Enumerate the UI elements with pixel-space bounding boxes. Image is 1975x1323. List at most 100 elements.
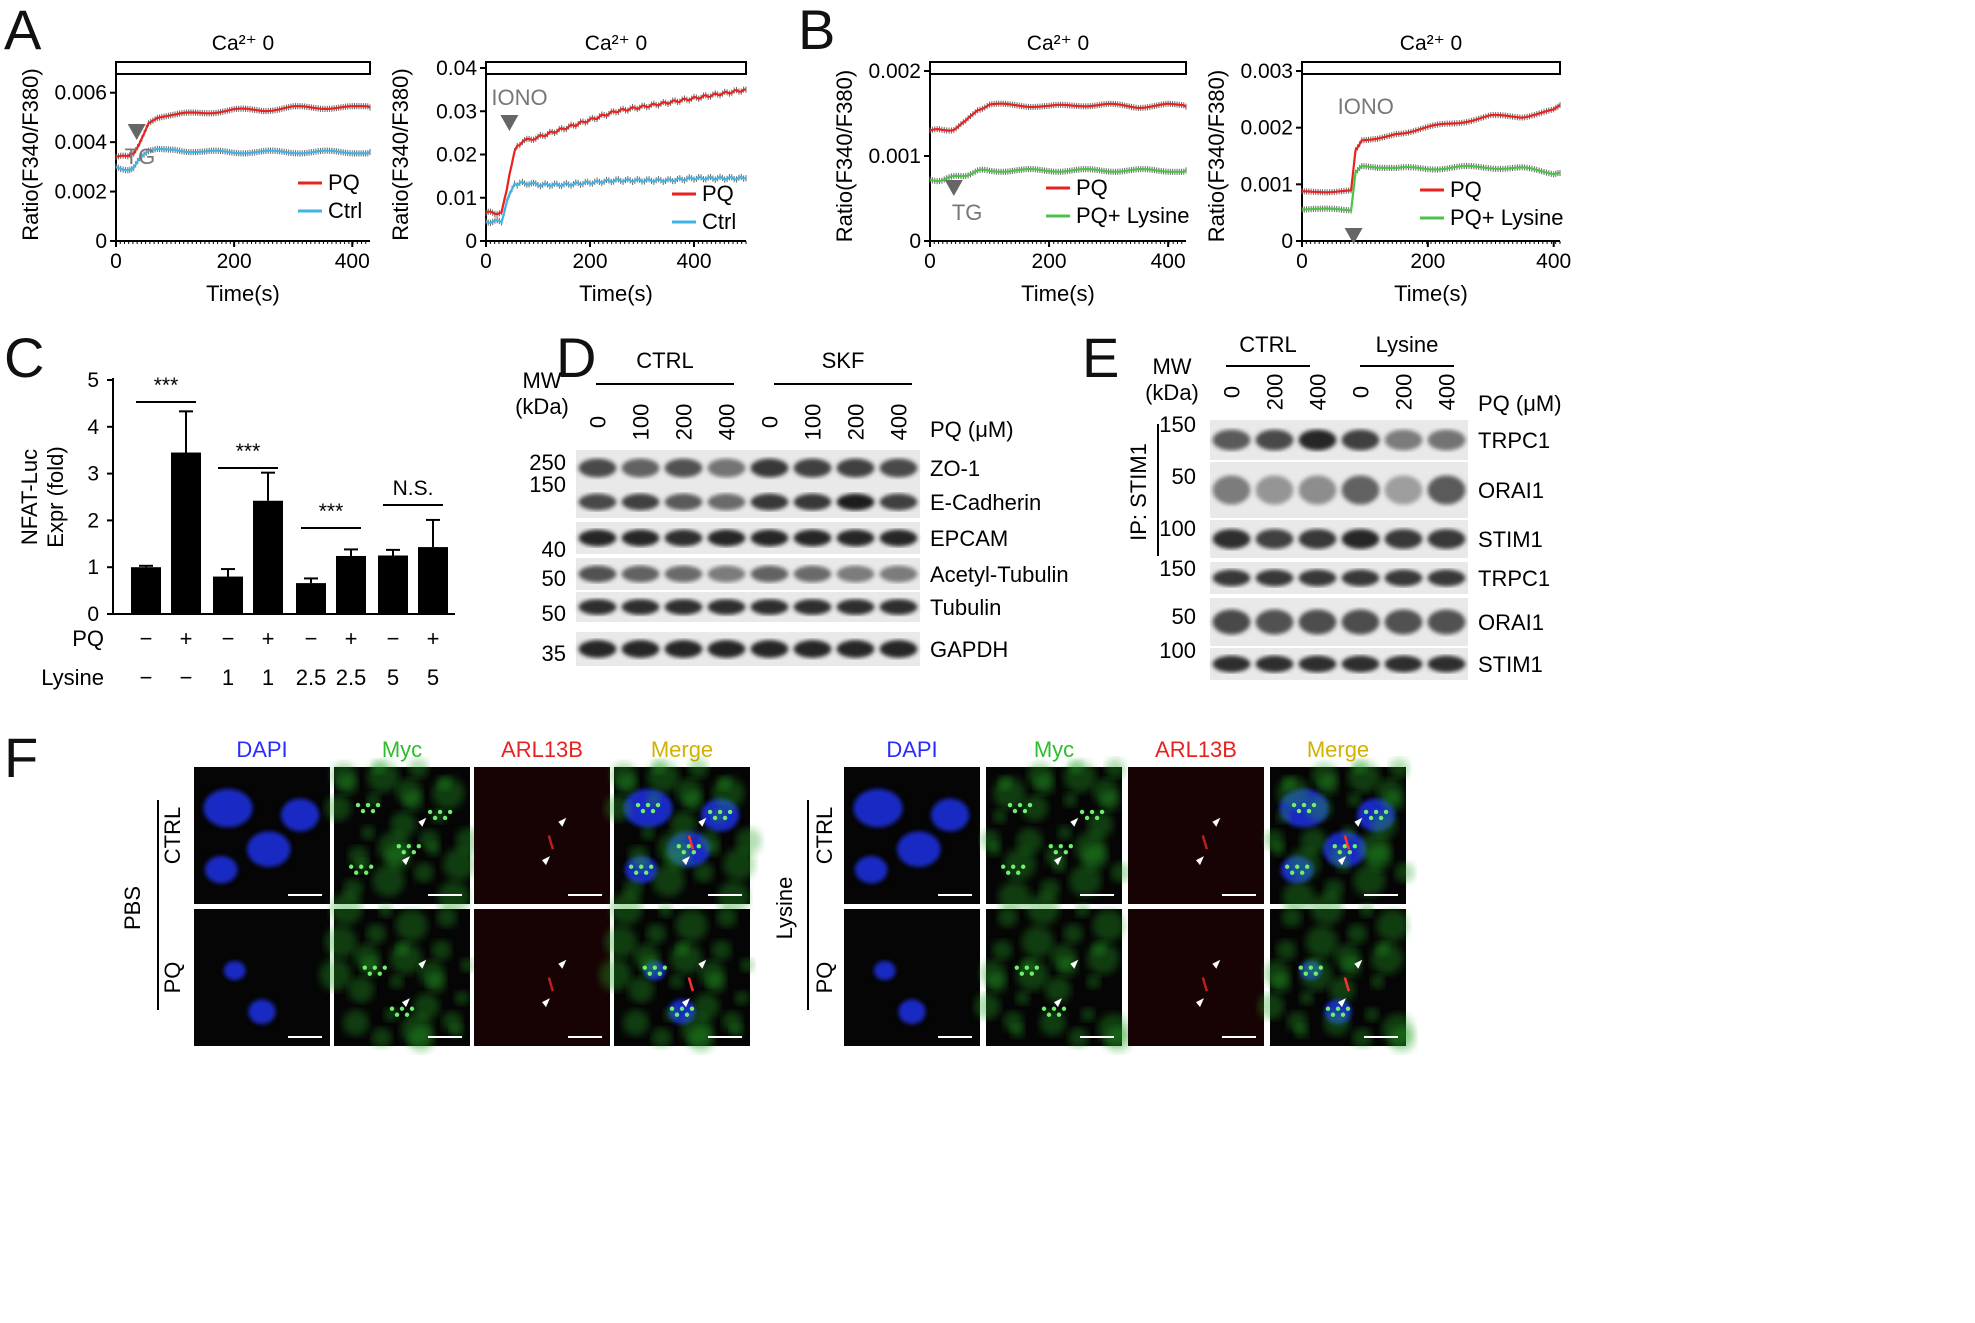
nuclear-speckle: [354, 870, 359, 875]
cytoplasm-signal: [1288, 848, 1320, 881]
arrowhead: [1338, 998, 1346, 1008]
cytoplasm-signal: [1352, 1027, 1373, 1048]
nuclear-speckle: [674, 1012, 680, 1017]
y-tick-label: 0.004: [54, 131, 107, 154]
nuclear-speckle: [640, 808, 646, 814]
blot-band: [578, 640, 617, 658]
nuclear-speckle: [1295, 864, 1300, 869]
nuclear-speckle: [432, 815, 438, 821]
blot-band: [1384, 529, 1423, 549]
nuclear-speckle: [1014, 965, 1019, 970]
legend-label: PQ+ Lysine: [1076, 203, 1190, 228]
blot-band: [1298, 569, 1337, 587]
stimulus-arrow: [944, 180, 963, 196]
nuclear-speckle: [1318, 965, 1324, 970]
cytoplasm-signal: [342, 1009, 369, 1036]
micro-tile-lysine-0-0: [844, 767, 980, 904]
arrowhead: [402, 856, 410, 866]
bar: [296, 583, 326, 614]
nuclear-speckle: [406, 844, 411, 849]
blot-band: [707, 493, 746, 511]
bar: [378, 555, 408, 614]
mw-value: 50: [1172, 604, 1196, 629]
nuclear-speckle: [669, 1006, 675, 1011]
cytoplasm-signal: [1305, 925, 1338, 958]
arrowhead: [418, 817, 427, 827]
nuclear-speckle: [1290, 870, 1295, 875]
blot-band: [1384, 609, 1423, 635]
nuclear-speckle: [1335, 1006, 1341, 1011]
nuclear-speckle: [1285, 864, 1290, 869]
nuclear-speckle: [1347, 850, 1353, 855]
protein-label: ZO-1: [930, 456, 980, 481]
cytoplasm-signal: [1271, 842, 1286, 857]
nuclear-speckle: [689, 1006, 695, 1011]
blot-band: [664, 493, 703, 511]
blot-band: [1298, 475, 1337, 505]
nuclear-speckle: [437, 809, 443, 815]
cilium: [1343, 835, 1351, 850]
micro-tile-lysine-1-0: [844, 909, 980, 1046]
protein-label: TRPC1: [1478, 566, 1550, 591]
blot-band: [1427, 429, 1466, 451]
series-pq: [485, 86, 747, 218]
stimulus-label: IONO: [1338, 94, 1394, 119]
cytoplasm-signal: [426, 972, 446, 993]
nuclear-speckle: [1061, 1006, 1067, 1011]
significance-label: N.S.: [393, 477, 434, 500]
nuclear-speckle: [1022, 808, 1028, 814]
nuclear-speckle: [657, 971, 662, 976]
cytoplasm-signal: [413, 993, 440, 1020]
nuclear-speckle: [359, 864, 364, 869]
x-tick-label: 200: [1410, 250, 1445, 273]
nuclear-speckle: [1051, 1006, 1057, 1011]
channel-label: Merge: [651, 737, 713, 762]
mw-label: MW: [1152, 354, 1191, 379]
cytoplasm-signal: [693, 862, 714, 883]
nucleus: [223, 961, 246, 981]
lysine-value: 2.5: [296, 665, 327, 690]
mw-value: 100: [1159, 638, 1196, 663]
blot-band: [1341, 429, 1380, 451]
series-pq: [1301, 101, 1561, 196]
micro-tile-pbs-1-0: [194, 909, 330, 1046]
blot-band: [664, 565, 703, 583]
cytoplasm-signal: [1329, 976, 1356, 1003]
micro-background: [474, 767, 610, 904]
nuclear-speckle: [394, 1012, 400, 1017]
cytoplasm-signal: [460, 958, 475, 973]
nuclear-speckle: [1027, 802, 1033, 808]
blot-band: [707, 640, 746, 658]
channel-label: DAPI: [236, 737, 287, 762]
nuclear-speckle: [650, 808, 656, 814]
blot-strip-e2: [1210, 520, 1468, 558]
cytoplasm-signal: [319, 958, 352, 991]
group-label: SKF: [822, 348, 865, 373]
nuclear-speckle: [1378, 815, 1384, 821]
cytoplasm-signal: [1270, 972, 1291, 993]
y-axis-label: Ratio(F340/F380): [832, 70, 857, 242]
nuclear-speckle: [1313, 971, 1319, 976]
blot-strip-e4: [1210, 598, 1468, 646]
blot-band: [1384, 569, 1423, 587]
cytoplasm-signal: [1063, 923, 1084, 944]
cytoplasm-signal: [443, 848, 476, 881]
nuclear-speckle: [1084, 815, 1090, 821]
cytoplasm-signal: [1004, 848, 1036, 881]
cytoplasm-signal: [688, 1026, 715, 1053]
cytoplasm-signal: [651, 1027, 672, 1048]
cytoplasm-signal: [646, 923, 667, 944]
protein-label: EPCAM: [930, 526, 1008, 551]
protein-label: GAPDH: [930, 637, 1008, 662]
line-charts: Ca²⁺ 0 0 0.002 0.004 0.006 0 200 400 Time(s) Rati…: [18, 32, 1571, 306]
nuclear-speckle: [401, 850, 406, 855]
mw-value: 50: [542, 566, 566, 591]
red-background: [474, 767, 610, 904]
nuclear-speckle: [1012, 808, 1018, 814]
series-line: [115, 147, 371, 172]
condition-label: Ca²⁺ 0: [585, 32, 647, 55]
protein-label: Tubulin: [930, 595, 1001, 620]
nuclear-speckle: [1046, 1012, 1052, 1017]
cilium: [687, 977, 695, 992]
micro-tile-pbs-0-2: [474, 767, 610, 904]
